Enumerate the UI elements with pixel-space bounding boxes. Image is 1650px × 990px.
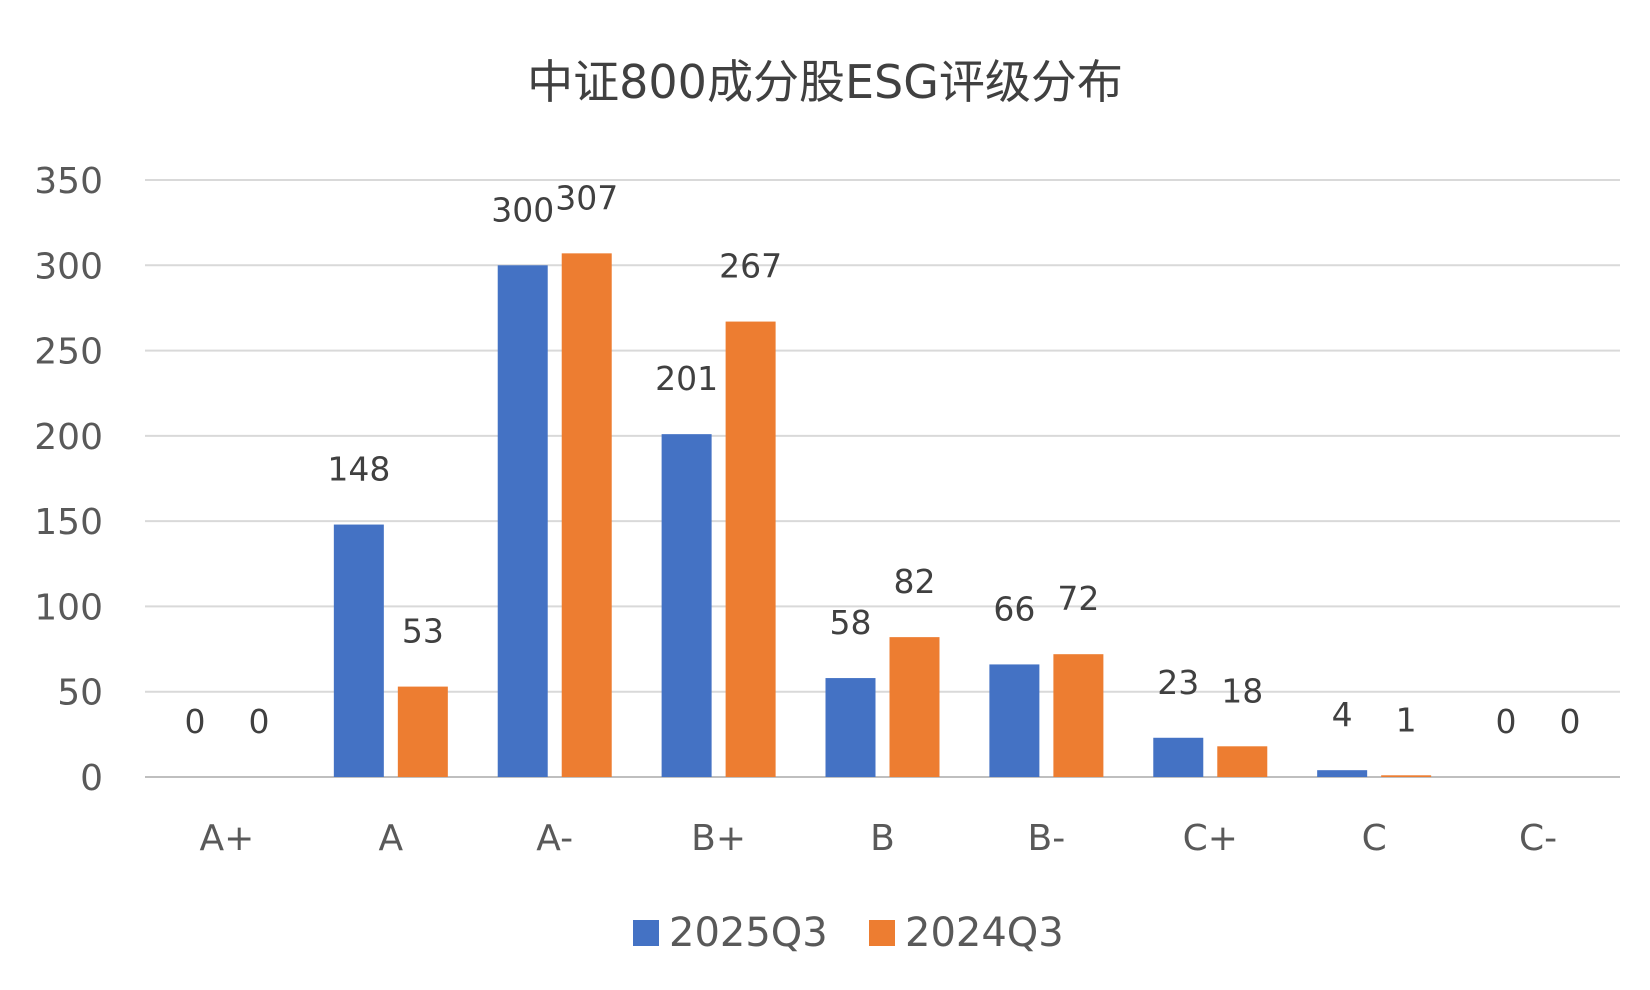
x-tick-label: B bbox=[870, 818, 895, 859]
data-label: 300 bbox=[491, 190, 554, 229]
legend-swatch bbox=[633, 920, 659, 946]
gridlines bbox=[145, 179, 1620, 778]
y-tick-label: 250 bbox=[34, 332, 103, 373]
data-label: 0 bbox=[184, 702, 205, 741]
bar-2024Q3-B bbox=[889, 637, 940, 777]
x-tick-label: A bbox=[379, 818, 404, 859]
x-tick-label: B- bbox=[1028, 818, 1066, 859]
x-tick-label: B+ bbox=[691, 818, 746, 859]
x-tick-label: A+ bbox=[200, 818, 255, 859]
legend-swatch bbox=[869, 920, 895, 946]
x-tick-label: C+ bbox=[1183, 818, 1238, 859]
bar-2025Q3-C+ bbox=[1153, 737, 1204, 777]
data-label: 307 bbox=[555, 178, 618, 217]
bar-2024Q3-A- bbox=[561, 253, 612, 778]
y-tick-label: 150 bbox=[34, 502, 103, 543]
x-tick-label: C bbox=[1362, 818, 1387, 859]
bar-2024Q3-B- bbox=[1053, 654, 1104, 777]
bar-2025Q3-A bbox=[333, 524, 384, 777]
data-label: 23 bbox=[1157, 663, 1199, 702]
bar-2025Q3-B- bbox=[989, 664, 1040, 777]
y-tick-label: 300 bbox=[34, 246, 103, 287]
x-axis-ticks: A+ A A- B+ B B- C+ C C- bbox=[200, 818, 1558, 859]
bar-2025Q3-B bbox=[825, 678, 876, 777]
y-tick-label: 350 bbox=[34, 161, 103, 202]
data-label: 53 bbox=[402, 612, 444, 651]
bar-2025Q3-A- bbox=[497, 265, 548, 777]
y-tick-label: 50 bbox=[57, 673, 103, 714]
data-label: 148 bbox=[327, 450, 390, 489]
bar-2025Q3-C bbox=[1317, 770, 1368, 777]
data-label: 1 bbox=[1396, 700, 1417, 739]
legend-label: 2024Q3 bbox=[905, 910, 1064, 956]
y-tick-label: 0 bbox=[80, 758, 103, 799]
x-tick-label: A- bbox=[536, 818, 573, 859]
data-labels: 0 0 148 53 300 307 201 267 58 82 66 72 23 18 4 1 0 0 bbox=[184, 178, 1580, 741]
bar-2024Q3-B+ bbox=[725, 321, 776, 777]
legend-label: 2025Q3 bbox=[669, 910, 828, 956]
data-label: 18 bbox=[1221, 671, 1263, 710]
data-label: 82 bbox=[894, 562, 936, 601]
data-label: 4 bbox=[1332, 695, 1353, 734]
chart-title: 中证800成分股ESG评级分布 bbox=[527, 55, 1123, 109]
data-label: 0 bbox=[248, 702, 269, 741]
data-label: 0 bbox=[1496, 702, 1517, 741]
bar-2024Q3-C bbox=[1381, 775, 1432, 777]
y-axis-ticks: 0 50 100 150 200 250 300 350 bbox=[34, 161, 103, 799]
data-label: 0 bbox=[1560, 702, 1581, 741]
data-label: 66 bbox=[993, 589, 1035, 628]
data-label: 267 bbox=[719, 247, 782, 286]
y-tick-label: 200 bbox=[34, 417, 103, 458]
data-label: 72 bbox=[1057, 579, 1099, 618]
bar-2025Q3-B+ bbox=[661, 434, 712, 777]
data-label: 58 bbox=[830, 603, 872, 642]
data-label: 201 bbox=[655, 359, 718, 398]
bars bbox=[333, 253, 1432, 778]
x-tick-label: C- bbox=[1519, 818, 1557, 859]
bar-2024Q3-A bbox=[397, 686, 448, 777]
legend: 2025Q3 2024Q3 bbox=[633, 910, 1064, 956]
y-tick-label: 100 bbox=[34, 587, 103, 628]
bar-2024Q3-C+ bbox=[1217, 746, 1268, 777]
